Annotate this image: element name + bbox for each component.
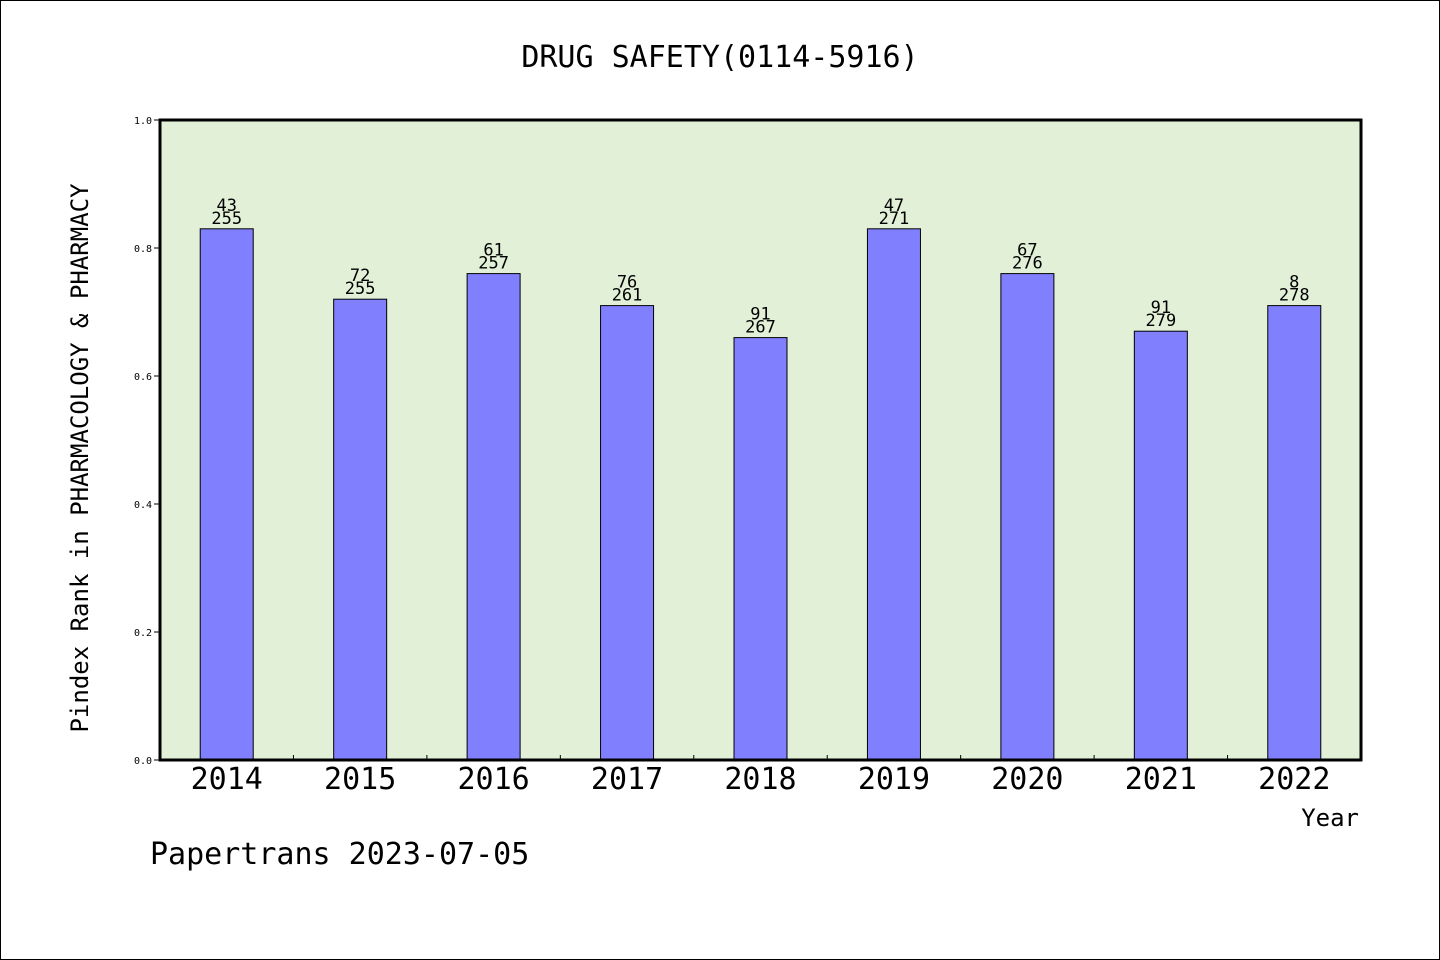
bar-total-label: 257 — [478, 254, 509, 274]
x-tick-label: 2018 — [724, 762, 796, 797]
y-axis-label: Pindex Rank in PHARMACOLOGY & PHARMACY — [66, 183, 94, 733]
y-tick-label: 0.6 — [134, 372, 152, 383]
bar-total-label: 267 — [745, 318, 776, 338]
bar-rank-label: 67 — [1017, 241, 1037, 261]
bar-2022 — [1267, 305, 1322, 761]
plot-border — [158, 118, 1363, 762]
x-tick-label: 2021 — [1125, 762, 1197, 797]
bar-2021 — [1133, 330, 1188, 761]
bar-rank-label: 91 — [1151, 298, 1171, 318]
bar-rank-label: 43 — [216, 196, 236, 216]
x-tick-label: 2017 — [591, 762, 663, 797]
bar-rank-label: 72 — [350, 266, 370, 286]
y-tick-label: 0.0 — [134, 756, 152, 767]
x-axis-ticks: 2014 2015 2016 2017 2018 2019 2020 2021 2022 — [191, 755, 1330, 797]
bar-2015 — [333, 298, 388, 761]
bar-2017 — [600, 305, 655, 761]
bar-total-label: 271 — [879, 209, 910, 229]
y-tick-label: 0.4 — [134, 500, 152, 511]
bar-total-label: 255 — [345, 279, 376, 299]
bar-total-label: 261 — [612, 286, 643, 306]
bar-2014 — [199, 228, 254, 761]
bar-total-label: 255 — [211, 209, 242, 229]
bar-total-label: 278 — [1279, 286, 1310, 306]
bar-2016 — [466, 273, 521, 761]
x-axis-label: Year — [1301, 804, 1359, 832]
bar-rank-label: 61 — [483, 241, 503, 261]
bar-2019 — [866, 228, 921, 761]
chart-title: DRUG SAFETY(0114-5916) — [521, 40, 918, 75]
x-tick-label: 2022 — [1258, 762, 1330, 797]
x-tick-label: 2014 — [191, 762, 263, 797]
bar-rank-label: 91 — [750, 305, 770, 325]
x-tick-label: 2020 — [991, 762, 1063, 797]
y-tick-label: 0.2 — [134, 628, 152, 639]
bar-rank-label: 8 — [1289, 273, 1299, 293]
x-tick-label: 2016 — [457, 762, 529, 797]
bar-rank-label: 47 — [884, 196, 904, 216]
x-tick-label: 2019 — [858, 762, 930, 797]
bar-total-label: 276 — [1012, 254, 1043, 274]
y-tick-label: 0.8 — [134, 244, 152, 255]
bar-2020 — [1000, 273, 1055, 761]
bars: 4325572255612577626191267472716727691279… — [199, 196, 1322, 761]
bar-total-label: 279 — [1145, 311, 1176, 331]
footer-credit: Papertrans 2023-07-05 — [150, 837, 529, 872]
bar-rank-label: 76 — [617, 273, 637, 293]
y-axis-ticks: 0.0 0.2 0.4 0.6 0.8 1.0 — [134, 116, 160, 767]
x-tick-label: 2015 — [324, 762, 396, 797]
bar-2018 — [733, 337, 788, 761]
y-tick-label: 1.0 — [134, 116, 152, 127]
